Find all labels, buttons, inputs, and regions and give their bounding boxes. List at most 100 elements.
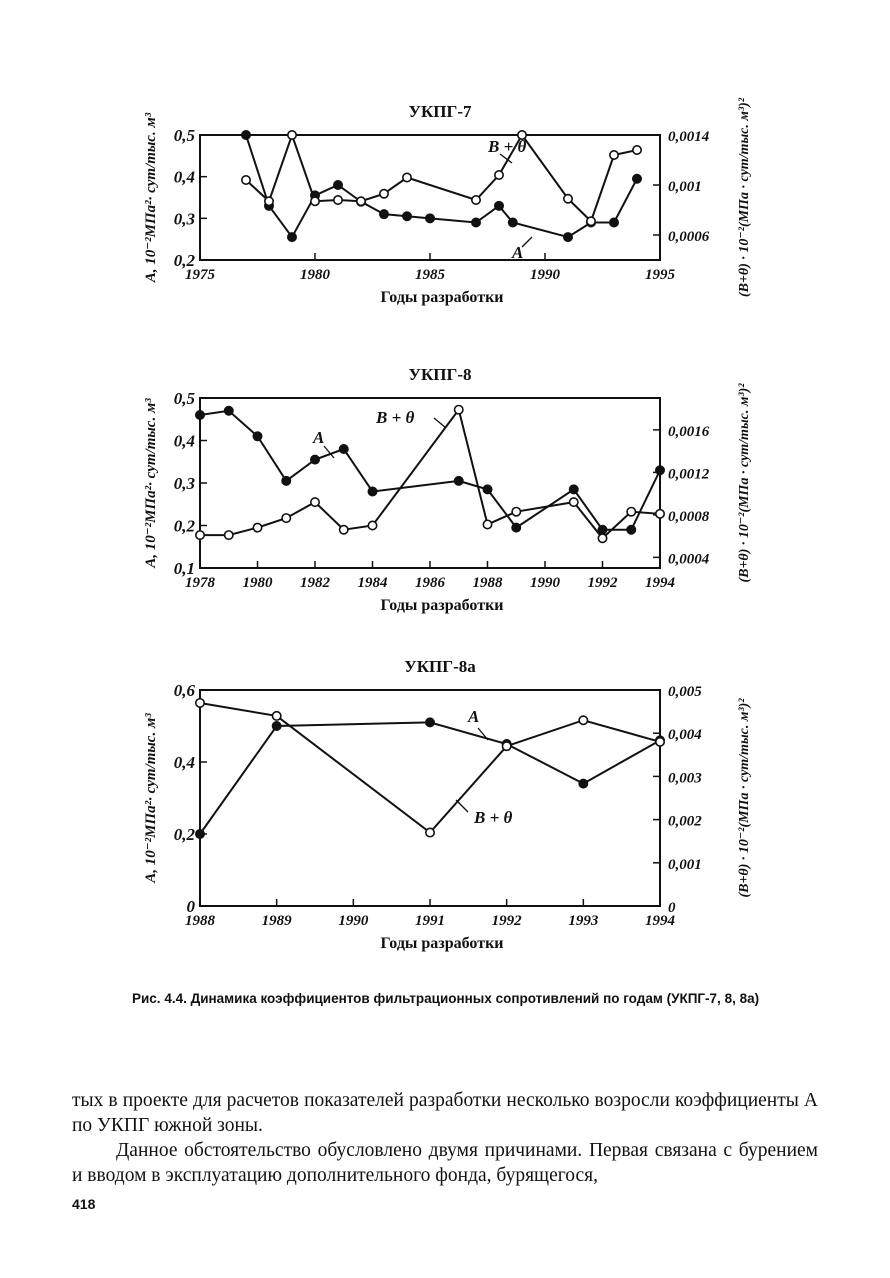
data-point-b-theta: [654, 508, 665, 519]
series-line-b-theta: [199, 701, 661, 834]
paragraph: тых в проекте для расчетов показателей р…: [72, 1090, 818, 1136]
chart-ukpg-8: УКПГ-8 1978 1980 1982 1984 1986 1988 1990 1992 19…: [0, 355, 890, 645]
x-tick-label: 1980: [300, 267, 331, 283]
y-axis-label: A, 10⁻²МПа²· сут/тыс. м³: [143, 398, 159, 569]
data-point-b-theta: [470, 195, 481, 206]
y-tick-label: 0,2: [174, 825, 196, 844]
paragraph: Данное обстоятельство обусловлено двумя …: [72, 1140, 818, 1186]
data-point-b-theta: [355, 196, 366, 207]
data-point-a: [654, 465, 665, 476]
y2-tick-label: 0,003: [668, 770, 702, 786]
data-point-b-theta: [626, 506, 637, 517]
series-annotation: A: [312, 428, 324, 447]
x-tick-label: 1992: [588, 575, 619, 591]
x-tick-label: 1986: [415, 575, 446, 591]
data-point-b-theta: [367, 520, 378, 531]
chart-title: УКПГ-8а: [404, 657, 476, 676]
x-tick-label: 1978: [185, 575, 216, 591]
series-line-b-theta: [200, 407, 661, 540]
y2-tick-label: 0,0014: [668, 129, 710, 145]
x-tick-label: 1990: [530, 575, 561, 591]
series-annotation: A: [467, 707, 479, 726]
x-axis-label: Годы разработки: [381, 935, 504, 952]
data-point-b-theta: [309, 196, 320, 207]
series-annotation: A: [511, 243, 523, 262]
x-tick-label: 1980: [243, 575, 274, 591]
data-point-b-theta: [493, 170, 504, 181]
data-point-b-theta: [338, 524, 349, 535]
y2-axis-label: (B+θ) · 10⁻²(МПа · сут/тыс. м³)²: [737, 698, 752, 898]
annotation-leader-line: [323, 445, 335, 459]
x-tick-label: 1982: [300, 575, 331, 591]
series-annotation: B + θ: [487, 137, 527, 156]
y2-tick-label: 0,002: [668, 814, 702, 830]
x-tick-label: 1993: [568, 913, 599, 929]
data-point-a: [241, 130, 252, 141]
y2-tick-label: 0,005: [668, 684, 702, 700]
y-tick-label: 0,5: [174, 389, 196, 408]
plot-frame: [199, 397, 661, 569]
y2-axis-label: (B+θ) · 10⁻²(МПа · сут/тыс. м³)²: [737, 97, 752, 297]
data-point-a: [223, 405, 234, 416]
data-point-a: [470, 217, 481, 228]
data-point-b-theta: [516, 130, 527, 141]
series-line-a: [199, 721, 661, 835]
data-point-a: [309, 454, 320, 465]
y-tick-label: 0,2: [174, 251, 196, 270]
x-axis-label: Годы разработки: [381, 597, 504, 614]
data-point-b-theta: [578, 715, 589, 726]
y-tick-label: 0,1: [174, 559, 195, 578]
x-tick-label: 1984: [358, 575, 389, 591]
x-tick-label: 1994: [645, 575, 676, 591]
data-point-b-theta: [252, 522, 263, 533]
series-line-a: [245, 134, 638, 239]
data-point-a: [286, 232, 297, 243]
series-line-b-theta: [245, 131, 638, 224]
data-point-b-theta: [332, 195, 343, 206]
chart-ukpg-7: УКПГ-7 1975 1980 1985 1990 1995 0,2 0,3 0,4 0,5 0,…: [0, 60, 890, 350]
data-point-a: [631, 173, 642, 184]
data-point-a: [252, 431, 263, 442]
data-point-a: [578, 778, 589, 789]
data-point-b-theta: [654, 736, 665, 747]
x-tick-label: 1985: [415, 267, 446, 283]
data-point-b-theta: [568, 497, 579, 508]
y-tick-label: 0,3: [174, 209, 196, 228]
data-point-a: [493, 200, 504, 211]
annotation-leader-line: [477, 727, 489, 741]
data-point-b-theta: [223, 530, 234, 541]
annotation-leader-line: [455, 799, 469, 813]
page-number: 418: [72, 1196, 96, 1212]
data-point-a: [271, 721, 282, 732]
y-tick-label: 0: [187, 897, 196, 916]
annotation-leader-line: [521, 236, 533, 248]
data-point-a: [195, 409, 206, 420]
series-line-a: [199, 409, 661, 531]
annotation-leader-line: [433, 417, 447, 429]
x-tick-label: 1989: [262, 913, 293, 929]
y2-axis-label: (B+θ) · 10⁻²(МПа · сут/тыс. м³)²: [737, 383, 752, 583]
chart-ukpg-8a: УКПГ-8а 1988 1989 1990 1991 1992 1993 1994 0 0,2 0…: [0, 650, 890, 960]
data-point-a: [507, 217, 518, 228]
x-tick-label: 1994: [645, 913, 676, 929]
data-point-a: [608, 217, 619, 228]
y2-tick-label: 0,001: [668, 179, 702, 195]
x-tick-label: 1990: [530, 267, 561, 283]
data-point-b-theta: [378, 188, 389, 199]
data-point-a: [626, 524, 637, 535]
data-point-a: [568, 484, 579, 495]
data-point-b-theta: [597, 533, 608, 544]
data-point-b-theta: [401, 172, 412, 183]
data-point-a: [338, 444, 349, 455]
x-axis-label: Годы разработки: [381, 289, 504, 306]
y-tick-label: 0,6: [174, 681, 196, 700]
x-tick-label: 1975: [185, 267, 216, 283]
data-point-a: [511, 522, 522, 533]
y2-tick-label: 0,0006: [668, 229, 710, 245]
data-point-b-theta: [453, 404, 464, 415]
data-point-a: [378, 209, 389, 220]
data-point-a: [482, 484, 493, 495]
x-tick-label: 1988: [473, 575, 504, 591]
data-point-b-theta: [241, 175, 252, 186]
